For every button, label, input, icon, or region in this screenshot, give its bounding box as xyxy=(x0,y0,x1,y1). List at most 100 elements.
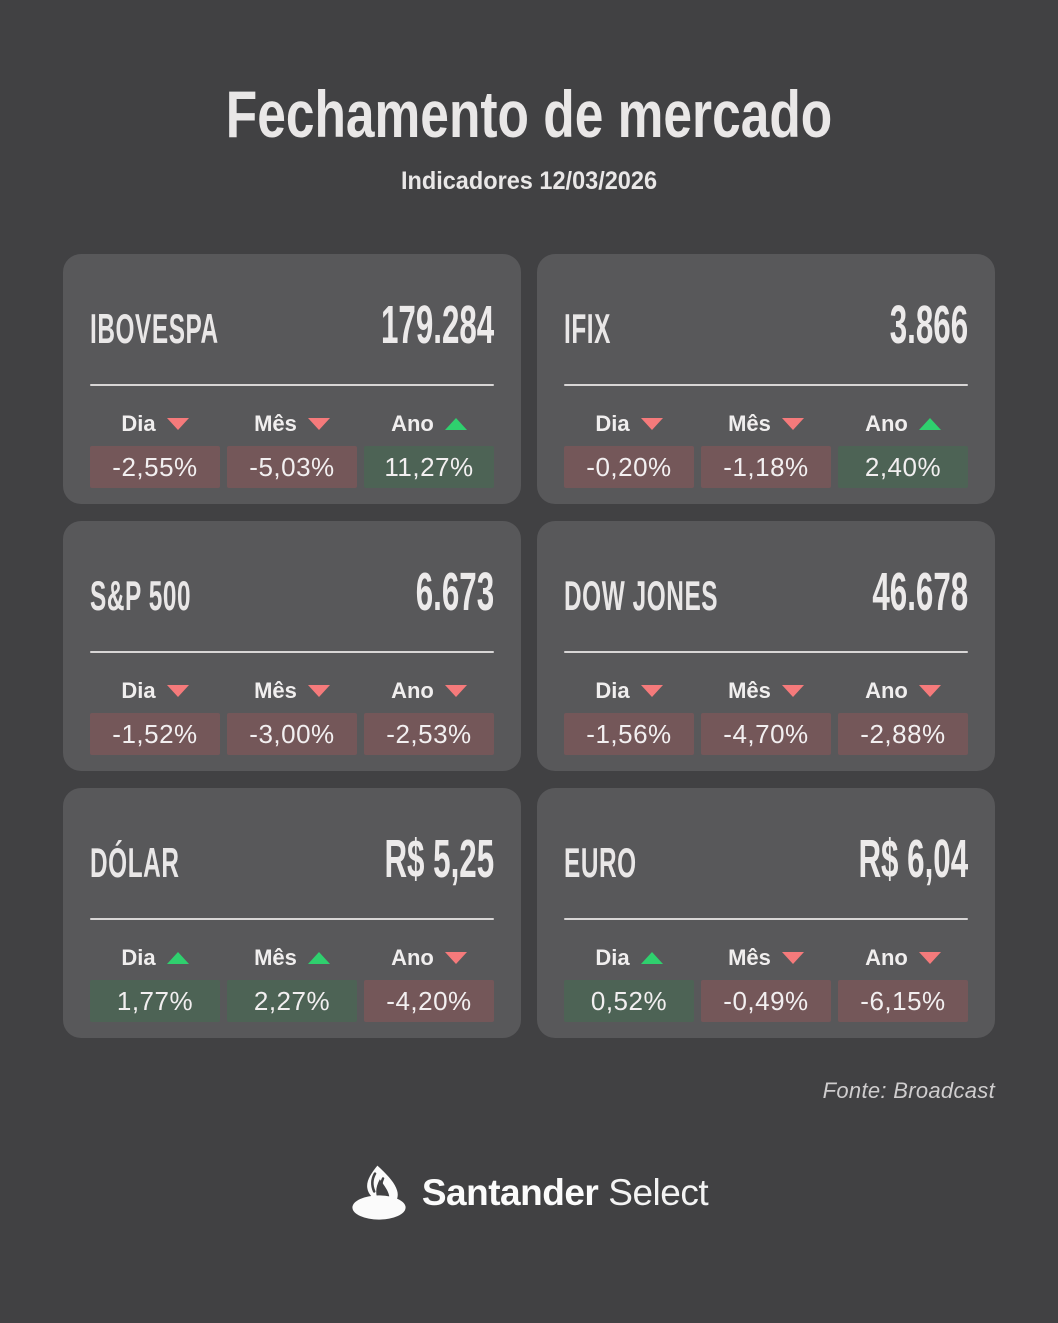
metric-label: Mês xyxy=(728,945,771,970)
metric-value-badge: -0,49% xyxy=(701,980,831,1022)
trend-down-icon xyxy=(307,418,330,430)
indicator-value: 46.678 xyxy=(872,562,968,622)
metric-label: Ano xyxy=(865,945,908,970)
metric-ano: Ano -2,53% xyxy=(364,678,494,755)
brand-name: Santander xyxy=(421,1172,599,1213)
metric-label: Dia xyxy=(121,945,156,970)
brand-footer: Santander Select xyxy=(63,1164,995,1222)
metric-value-badge: 11,27% xyxy=(364,446,494,488)
trend-up-icon xyxy=(307,952,330,964)
indicator-value: 179.284 xyxy=(380,295,494,355)
metric-value-badge: -2,88% xyxy=(838,713,968,755)
metric-value-badge: -1,18% xyxy=(701,446,831,488)
trend-down-icon xyxy=(166,418,189,430)
metric-dia: Dia -1,52% xyxy=(90,678,220,755)
indicator-value: 6.673 xyxy=(415,562,494,622)
metric-value-badge: -2,55% xyxy=(90,446,220,488)
trend-down-icon xyxy=(781,952,804,964)
metric-label: Ano xyxy=(865,411,908,436)
card-head: S&P 500 6.673 xyxy=(90,561,494,619)
trend-down-icon xyxy=(444,685,467,697)
card-ibovespa: IBOVESPA 179.284 Dia -2,55% Mês -5,03% A… xyxy=(63,254,521,504)
trend-down-icon xyxy=(781,685,804,697)
metric-label: Mês xyxy=(728,411,771,436)
trend-down-icon xyxy=(640,685,663,697)
metric-value-badge: 0,52% xyxy=(564,980,694,1022)
card-head: DOW JONES 46.678 xyxy=(564,561,968,619)
metric-mes: Mês -0,49% xyxy=(701,945,831,1022)
card-dolar: DÓLAR R$ 5,25 Dia 1,77% Mês 2,27% Ano -4… xyxy=(63,788,521,1038)
metric-label: Mês xyxy=(728,678,771,703)
divider xyxy=(564,384,968,386)
metric-value-badge: -1,52% xyxy=(90,713,220,755)
indicator-name: S&P 500 xyxy=(90,572,192,619)
metric-value-badge: 2,27% xyxy=(227,980,357,1022)
metric-value-badge: -3,00% xyxy=(227,713,357,755)
metric-dia: Dia 0,52% xyxy=(564,945,694,1022)
metric-dia: Dia 1,77% xyxy=(90,945,220,1022)
divider xyxy=(90,384,494,386)
metric-label: Dia xyxy=(595,945,630,970)
indicator-name: EURO xyxy=(564,839,637,886)
indicator-value: R$ 5,25 xyxy=(384,829,494,889)
metric-dia: Dia -0,20% xyxy=(564,411,694,488)
metric-label: Mês xyxy=(254,678,297,703)
metric-mes: Mês -5,03% xyxy=(227,411,357,488)
trend-down-icon xyxy=(307,685,330,697)
indicator-value: R$ 6,04 xyxy=(858,829,968,889)
indicator-name: DÓLAR xyxy=(90,839,180,886)
metrics-row: Dia -1,56% Mês -4,70% Ano -2,88% xyxy=(564,678,968,755)
brand-suffix: Select xyxy=(608,1172,709,1213)
trend-up-icon xyxy=(444,418,467,430)
metric-label: Dia xyxy=(595,678,630,703)
trend-down-icon xyxy=(781,418,804,430)
trend-down-icon xyxy=(444,952,467,964)
metric-label: Mês xyxy=(254,411,297,436)
santander-flame-icon xyxy=(352,1165,406,1220)
metric-label: Ano xyxy=(391,411,434,436)
metric-label: Dia xyxy=(121,678,156,703)
page-title: Fechamento de mercado xyxy=(225,77,833,151)
metric-label: Mês xyxy=(254,945,297,970)
metric-ano: Ano 11,27% xyxy=(364,411,494,488)
trend-down-icon xyxy=(918,685,941,697)
metric-value-badge: -6,15% xyxy=(838,980,968,1022)
card-head: IBOVESPA 179.284 xyxy=(90,294,494,352)
card-sp500: S&P 500 6.673 Dia -1,52% Mês -3,00% Ano … xyxy=(63,521,521,771)
metric-label: Ano xyxy=(865,678,908,703)
trend-down-icon xyxy=(918,952,941,964)
card-head: IFIX 3.866 xyxy=(564,294,968,352)
metric-value-badge: -2,53% xyxy=(364,713,494,755)
metrics-row: Dia -1,52% Mês -3,00% Ano -2,53% xyxy=(90,678,494,755)
metric-label: Ano xyxy=(391,945,434,970)
divider xyxy=(564,918,968,920)
indicator-name: IFIX xyxy=(564,305,611,352)
divider xyxy=(90,651,494,653)
metric-ano: Ano -2,88% xyxy=(838,678,968,755)
trend-up-icon xyxy=(918,418,941,430)
header: Fechamento de mercado Indicadores 12/03/… xyxy=(63,78,995,196)
metric-mes: Mês -1,18% xyxy=(701,411,831,488)
divider xyxy=(90,918,494,920)
card-dowjones: DOW JONES 46.678 Dia -1,56% Mês -4,70% A… xyxy=(537,521,995,771)
trend-up-icon xyxy=(166,952,189,964)
cards-grid: IBOVESPA 179.284 Dia -2,55% Mês -5,03% A… xyxy=(63,254,995,1038)
metrics-row: Dia -0,20% Mês -1,18% Ano 2,40% xyxy=(564,411,968,488)
card-ifix: IFIX 3.866 Dia -0,20% Mês -1,18% Ano 2,4… xyxy=(537,254,995,504)
trend-down-icon xyxy=(640,418,663,430)
metric-label: Ano xyxy=(391,678,434,703)
metric-value-badge: 2,40% xyxy=(838,446,968,488)
metric-ano: Ano -6,15% xyxy=(838,945,968,1022)
metrics-row: Dia 1,77% Mês 2,27% Ano -4,20% xyxy=(90,945,494,1022)
indicator-value: 3.866 xyxy=(889,295,968,355)
metric-dia: Dia -1,56% xyxy=(564,678,694,755)
trend-up-icon xyxy=(640,952,663,964)
card-head: DÓLAR R$ 5,25 xyxy=(90,828,494,886)
page-subtitle: Indicadores 12/03/2026 xyxy=(400,167,658,195)
card-euro: EURO R$ 6,04 Dia 0,52% Mês -0,49% Ano -6… xyxy=(537,788,995,1038)
divider xyxy=(564,651,968,653)
indicator-name: DOW JONES xyxy=(564,572,719,619)
metric-value-badge: -4,20% xyxy=(364,980,494,1022)
metric-dia: Dia -2,55% xyxy=(90,411,220,488)
